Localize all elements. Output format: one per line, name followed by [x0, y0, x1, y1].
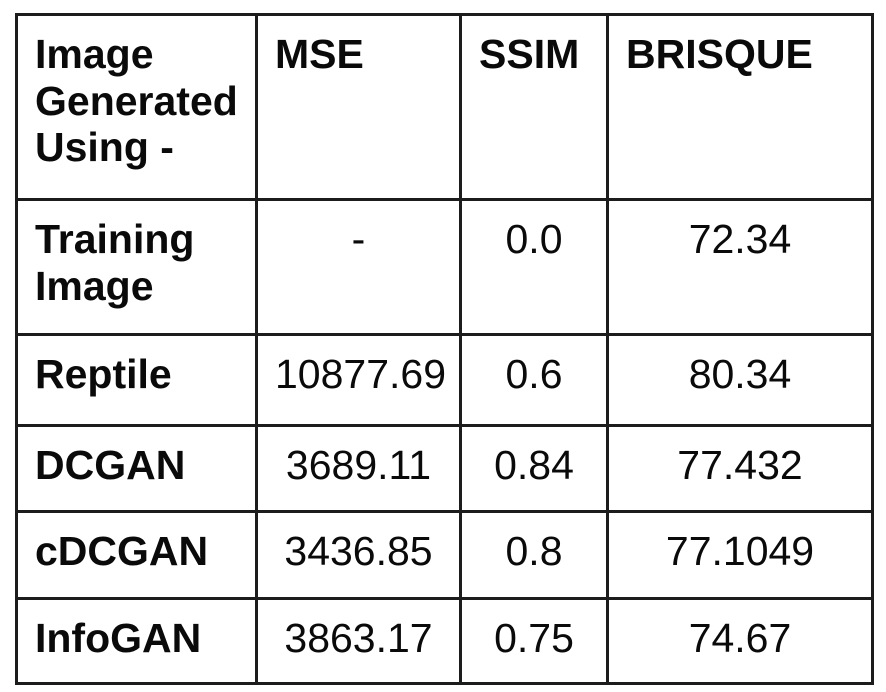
table-row-dcgan: DCGAN 3689.11 0.84 77.432 — [15, 424, 874, 513]
table-row-reptile: Reptile 10877.69 0.6 80.34 — [15, 333, 874, 427]
header-mse: MSE — [255, 13, 462, 201]
mse-value: 3436.85 — [255, 510, 462, 600]
gan-metrics-table: Image Generated Using - MSE SSIM BRISQUE… — [15, 13, 874, 685]
ssim-value: 0.84 — [459, 424, 609, 513]
row-label: Reptile — [15, 333, 258, 427]
brisque-value: 80.34 — [606, 333, 874, 427]
ssim-value: 0.0 — [459, 198, 609, 336]
header-ssim: SSIM — [459, 13, 609, 201]
row-label: DCGAN — [15, 424, 258, 513]
mse-value: 10877.69 — [255, 333, 462, 427]
brisque-value: 74.67 — [606, 597, 874, 685]
mse-value: 3863.17 — [255, 597, 462, 685]
header-brisque: BRISQUE — [606, 13, 874, 201]
brisque-value: 72.34 — [606, 198, 874, 336]
row-label: Training Image — [15, 198, 258, 336]
table-row-infogan: InfoGAN 3863.17 0.75 74.67 — [15, 597, 874, 685]
row-label: InfoGAN — [15, 597, 258, 685]
brisque-value: 77.432 — [606, 424, 874, 513]
header-image-generated-using: Image Generated Using - — [15, 13, 258, 201]
brisque-value: 77.1049 — [606, 510, 874, 600]
mse-value: - — [255, 198, 462, 336]
table-row-cdcgan: cDCGAN 3436.85 0.8 77.1049 — [15, 510, 874, 600]
table-header-row: Image Generated Using - MSE SSIM BRISQUE — [15, 13, 874, 201]
ssim-value: 0.6 — [459, 333, 609, 427]
ssim-value: 0.75 — [459, 597, 609, 685]
ssim-value: 0.8 — [459, 510, 609, 600]
row-label: cDCGAN — [15, 510, 258, 600]
table-row-training-image: Training Image - 0.0 72.34 — [15, 198, 874, 336]
mse-value: 3689.11 — [255, 424, 462, 513]
